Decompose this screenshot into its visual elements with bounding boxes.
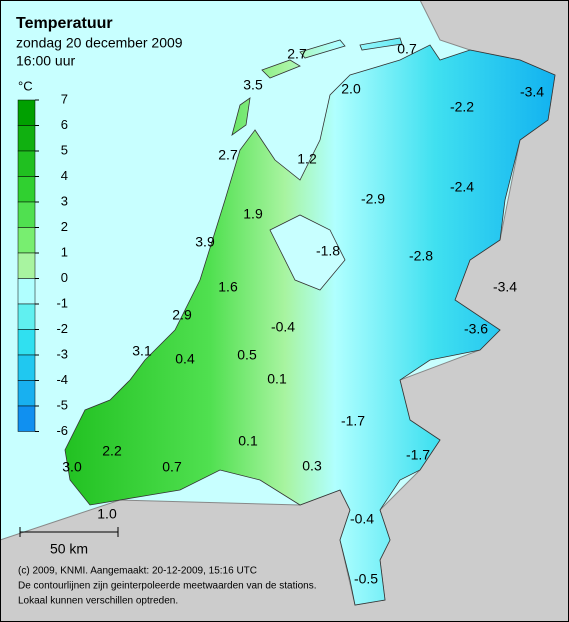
station-value: 1.6: [218, 279, 238, 295]
station-value: -3.4: [520, 84, 544, 100]
legend-tick-label: 5: [61, 142, 68, 157]
station-value: -3.4: [493, 279, 517, 295]
ijsselmeer: [269, 214, 346, 291]
station-value: -2.4: [450, 179, 474, 195]
time: 16:00 uur: [16, 53, 75, 69]
station-value: 0.1: [267, 371, 287, 387]
station-value: 2.2: [102, 443, 122, 459]
legend-tick-label: 1: [61, 244, 68, 259]
station-value: -1.7: [341, 413, 365, 429]
legend-band: [17, 227, 36, 254]
station-value: -2.9: [361, 191, 385, 207]
station-value: 2.9: [172, 307, 192, 323]
station-value: 2.0: [341, 81, 361, 97]
legend-band: [17, 303, 36, 330]
station-value: -2.2: [450, 99, 474, 115]
legend-band: [17, 354, 36, 381]
station-value: 2.7: [218, 147, 238, 163]
legend-tick-label: 6: [61, 117, 68, 132]
station-value: -0.4: [271, 319, 295, 335]
station-value: 0.7: [397, 41, 417, 57]
station-value: 2.7: [287, 46, 307, 62]
footer-line: Lokaal kunnen verschillen optreden.: [18, 596, 178, 607]
legend-band: [17, 329, 36, 356]
legend-band: [17, 380, 36, 407]
station-value: 0.3: [302, 458, 322, 474]
legend-tick-label: -6: [56, 423, 68, 438]
legend-tick-label: 7: [61, 91, 68, 106]
legend-band: [17, 150, 36, 177]
legend-band: [17, 125, 36, 152]
legend-tick-label: -2: [56, 321, 68, 336]
station-value: 0.7: [162, 459, 182, 475]
legend-band: [17, 405, 36, 432]
station-value: -2.8: [409, 248, 433, 264]
legend-unit: °C: [18, 78, 33, 93]
date: zondag 20 december 2009: [16, 35, 183, 51]
station-value: 0.1: [238, 433, 258, 449]
footer-line: De contourlijnen zijn geinterpoleerde me…: [18, 581, 317, 592]
legend-tick-label: 2: [61, 219, 68, 234]
title: Temperatuur: [16, 15, 113, 32]
station-value: 1.2: [297, 151, 317, 167]
station-value: 3.9: [195, 234, 215, 250]
legend: 7 6 5 4 3 2 1 0 -1 -2 -3 -4 -5 -6: [17, 91, 68, 438]
station-value: -3.6: [464, 321, 488, 337]
legend-band: [17, 278, 36, 305]
legend-band: [17, 252, 36, 279]
legend-tick-label: 3: [61, 193, 68, 208]
station-value: 1.9: [243, 206, 263, 222]
station-value: 0.5: [237, 347, 257, 363]
station-value: 3.5: [243, 77, 263, 93]
station-value: -1.8: [316, 243, 340, 259]
legend-tick-label: -1: [56, 295, 68, 310]
legend-tick-label: 0: [61, 270, 68, 285]
netherlands: [64, 37, 556, 606]
footer-line: (c) 2009, KNMI. Aangemaakt: 20-12-2009, …: [18, 566, 257, 577]
station-value: -0.4: [350, 511, 374, 527]
station-value: 1.0: [97, 506, 117, 522]
station-value: 0.4: [175, 351, 195, 367]
legend-band: [17, 99, 36, 126]
legend-band: [17, 201, 36, 228]
legend-tick-label: -5: [56, 397, 68, 412]
station-value: 3.0: [62, 459, 82, 475]
legend-band: [17, 176, 36, 203]
scale-label: 50 km: [50, 541, 88, 557]
legend-tick-label: -4: [56, 372, 68, 387]
station-value: 3.1: [132, 343, 152, 359]
legend-tick-label: 4: [61, 168, 68, 183]
station-value: -0.5: [354, 571, 378, 587]
stations: 2.7 0.7 3.5 2.0 -2.2 -3.4 2.7 1.2 -2.9 -2.4 1.9 3.9…: [62, 41, 544, 587]
station-value: -1.7: [406, 447, 430, 463]
legend-tick-label: -3: [56, 346, 68, 361]
